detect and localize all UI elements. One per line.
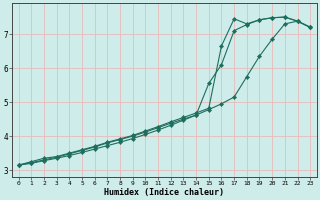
X-axis label: Humidex (Indice chaleur): Humidex (Indice chaleur) bbox=[104, 188, 224, 197]
